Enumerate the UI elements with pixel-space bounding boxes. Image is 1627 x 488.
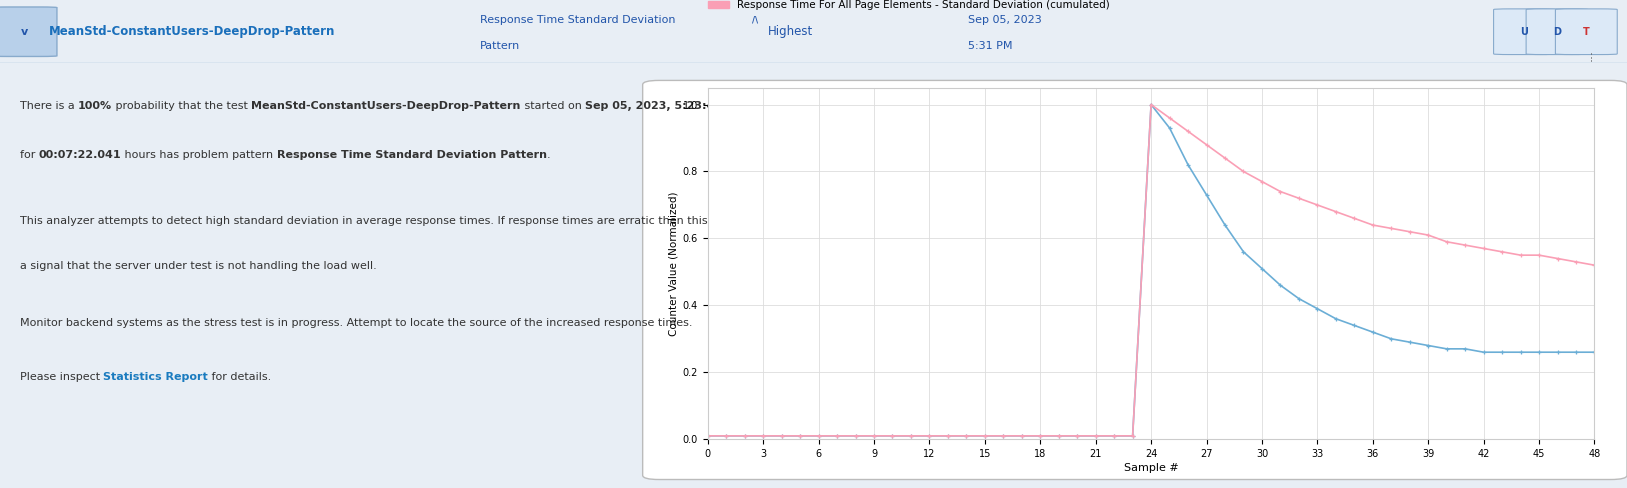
FancyBboxPatch shape: [1526, 9, 1588, 55]
Text: This analyzer attempts to detect high standard deviation in average response tim: This analyzer attempts to detect high st…: [20, 216, 758, 226]
Text: Sep 05, 2023, 5:23:45 PM: Sep 05, 2023, 5:23:45 PM: [586, 101, 745, 111]
Text: T: T: [1583, 27, 1590, 37]
Text: that ran: that ran: [745, 101, 794, 111]
Text: MeanStd-ConstantUsers-DeepDrop-Pattern: MeanStd-ConstantUsers-DeepDrop-Pattern: [251, 101, 521, 111]
Text: 00:07:22.041: 00:07:22.041: [39, 150, 120, 160]
Text: for: for: [20, 150, 39, 160]
Legend: Response Time For All Page Elements - Average (cumulated), Response Time For All: Response Time For All Page Elements - Av…: [704, 0, 1114, 14]
Text: /\: /\: [752, 16, 758, 25]
Text: started on: started on: [521, 101, 586, 111]
FancyBboxPatch shape: [0, 7, 57, 57]
Text: probability that the test: probability that the test: [112, 101, 251, 111]
Y-axis label: Counter Value (Normalized): Counter Value (Normalized): [669, 191, 678, 336]
FancyBboxPatch shape: [1494, 9, 1555, 55]
Text: D: D: [1554, 27, 1560, 37]
Text: Response Time Standard Deviation: Response Time Standard Deviation: [480, 15, 675, 25]
Text: There is a: There is a: [20, 101, 78, 111]
Text: a signal that the server under test is not handling the load well.: a signal that the server under test is n…: [20, 261, 376, 271]
Text: Sep 05, 2023: Sep 05, 2023: [968, 15, 1041, 25]
Text: Statistics Report: Statistics Report: [103, 372, 208, 382]
Text: U: U: [1521, 27, 1528, 37]
Text: Monitor backend systems as the stress test is in progress. Attempt to locate the: Monitor backend systems as the stress te…: [20, 318, 691, 328]
Text: 100%: 100%: [78, 101, 112, 111]
Text: ...: ...: [1581, 49, 1594, 61]
Text: for details.: for details.: [208, 372, 272, 382]
Text: Highest: Highest: [768, 25, 814, 38]
Text: Response Time Standard Deviation Pattern: Response Time Standard Deviation Pattern: [277, 150, 547, 160]
Text: Please inspect: Please inspect: [20, 372, 103, 382]
Text: MeanStd-ConstantUsers-DeepDrop-Pattern: MeanStd-ConstantUsers-DeepDrop-Pattern: [49, 25, 335, 38]
Text: v: v: [21, 27, 28, 37]
Text: 5:31 PM: 5:31 PM: [968, 41, 1012, 51]
X-axis label: Sample #: Sample #: [1124, 463, 1178, 473]
FancyBboxPatch shape: [1555, 9, 1617, 55]
Text: hours has problem pattern: hours has problem pattern: [120, 150, 277, 160]
FancyBboxPatch shape: [643, 81, 1627, 480]
Text: Pattern: Pattern: [480, 41, 521, 51]
Text: .: .: [547, 150, 550, 160]
